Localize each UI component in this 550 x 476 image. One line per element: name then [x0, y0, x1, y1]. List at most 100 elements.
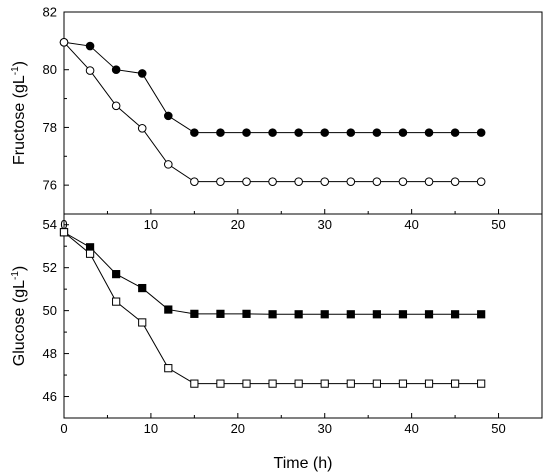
fructose-series-1-point [268, 128, 277, 137]
glucose-axis-ticks: 0 10 20 30 40 50 46 48 50 52 54 [43, 217, 506, 436]
fructose-series-1-point [424, 128, 434, 137]
glucose-axis-label-superscript: -1 [10, 271, 21, 280]
fructose-series-2-point [59, 38, 69, 47]
fructose-series-1-line [63, 41, 482, 134]
fructose-series-2-point [476, 177, 486, 186]
glucose-series-1-point [346, 310, 355, 319]
glucose-series-group [59, 228, 486, 388]
glucose-x-tick-label: 40 [404, 421, 418, 436]
fructose-series-1-point [111, 65, 121, 75]
fructose-x-tick-label: 50 [491, 217, 505, 232]
fructose-series-1-point [450, 128, 460, 137]
glucose-series-2-point [190, 379, 199, 388]
glucose-series-2-point [346, 379, 355, 388]
glucose-series-2-point [424, 379, 434, 388]
fructose-series-1-point [372, 128, 382, 137]
fructose-series-1-point [190, 128, 199, 137]
glucose-series-1-point [112, 270, 121, 279]
glucose-y-tick-label: 54 [43, 217, 57, 232]
fructose-series-2-point [320, 177, 330, 186]
fructose-series-2-point [242, 177, 251, 186]
glucose-series-1-point [190, 309, 199, 318]
glucose-series-2-point [398, 379, 408, 388]
fructose-series-2-point [398, 177, 408, 186]
glucose-series-2-point [477, 379, 486, 388]
glucose-y-tick-label: 46 [43, 389, 57, 404]
glucose-series-1-point [216, 309, 225, 318]
fructose-axis-label: Fructose (gL-1) [10, 61, 28, 165]
fructose-series-1-point [294, 128, 303, 137]
glucose-series-1-point [372, 310, 381, 319]
glucose-series-2-point [242, 379, 251, 388]
glucose-x-tick-label: 50 [491, 421, 505, 436]
fructose-series-group [59, 38, 486, 186]
glucose-series-2-point [85, 249, 95, 258]
glucose-series-2-point [59, 228, 69, 237]
fructose-series-1-point [163, 111, 173, 121]
glucose-series-2-point [164, 364, 173, 373]
glucose-series-1-point [477, 310, 486, 319]
fructose-series-2-point [346, 177, 356, 186]
fructose-series-2-point [85, 66, 95, 75]
fructose-series-1-point [85, 41, 95, 51]
glucose-series-2-point [268, 379, 277, 388]
glucose-series-2-point [450, 379, 460, 388]
glucose-series-1-point [242, 309, 251, 318]
fructose-series-2-point [372, 177, 382, 186]
fructose-series-2-point [216, 177, 225, 186]
fructose-series-1-point [320, 128, 330, 137]
glucose-y-tick-label: 48 [43, 346, 57, 361]
glucose-x-tick-label: 20 [231, 421, 245, 436]
glucose-y-tick-label: 50 [43, 303, 57, 318]
fructose-series-2-point [137, 123, 147, 133]
fructose-series-1-point [398, 128, 408, 137]
time-axis-label: Time (h) [274, 455, 333, 472]
glucose-series-1-point [424, 310, 434, 319]
glucose-series-1-line [63, 231, 482, 315]
fructose-x-tick-label: 10 [144, 217, 158, 232]
fructose-x-tick-label: 40 [404, 217, 418, 232]
glucose-series-2-point [320, 379, 329, 388]
fructose-y-tick-label: 80 [43, 62, 57, 77]
fructose-series-2-point [268, 177, 277, 186]
glucose-series-2-point [372, 379, 381, 388]
glucose-series-2-point [138, 318, 147, 327]
glucose-x-tick-label: 30 [317, 421, 331, 436]
glucose-x-tick-label: 10 [144, 421, 158, 436]
glucose-series-1-point [294, 310, 303, 319]
glucose-series-1-point [268, 310, 277, 319]
fructose-x-tick-label: 20 [231, 217, 245, 232]
fructose-series-1-point [242, 128, 251, 137]
fructose-series-1-point [476, 128, 486, 137]
fructose-series-1-point [346, 128, 356, 137]
fructose-y-tick-label: 76 [43, 178, 57, 193]
glucose-series-1-point [450, 310, 460, 319]
glucose-series-2-point [216, 379, 225, 388]
fructose-series-1-point [216, 128, 225, 137]
fructose-series-2-point [424, 177, 434, 186]
glucose-series-1-point [320, 310, 329, 319]
glucose-plot-frame [63, 213, 543, 419]
glucose-axis-label-close: ) [11, 266, 28, 271]
glucose-x-tick-label: 0 [60, 421, 67, 436]
glucose-axis-label: Glucose (gL-1) [10, 266, 28, 367]
glucose-series-2-point [294, 379, 303, 388]
glucose-panel: 0 10 20 30 40 50 46 48 50 52 54 Glucose (gL-1) Tim… [10, 213, 543, 472]
glucose-series-1-point [164, 305, 173, 314]
fructose-y-tick-label: 82 [43, 5, 57, 20]
fructose-series-2-point [190, 177, 199, 186]
fructose-series-2-point [163, 160, 173, 169]
fructose-series-2-line [63, 41, 482, 183]
glucose-series-1-point [398, 310, 408, 319]
fructose-plot-frame [63, 11, 543, 215]
glucose-series-1-point [138, 283, 147, 293]
glucose-y-tick-label: 52 [43, 260, 57, 275]
fructose-series-2-point [450, 177, 460, 186]
fructose-axis-label-close: ) [11, 61, 28, 66]
fructose-y-tick-label: 78 [43, 120, 57, 135]
fructose-axis-label-superscript: -1 [10, 66, 21, 75]
fructose-x-tick-label: 30 [317, 217, 331, 232]
